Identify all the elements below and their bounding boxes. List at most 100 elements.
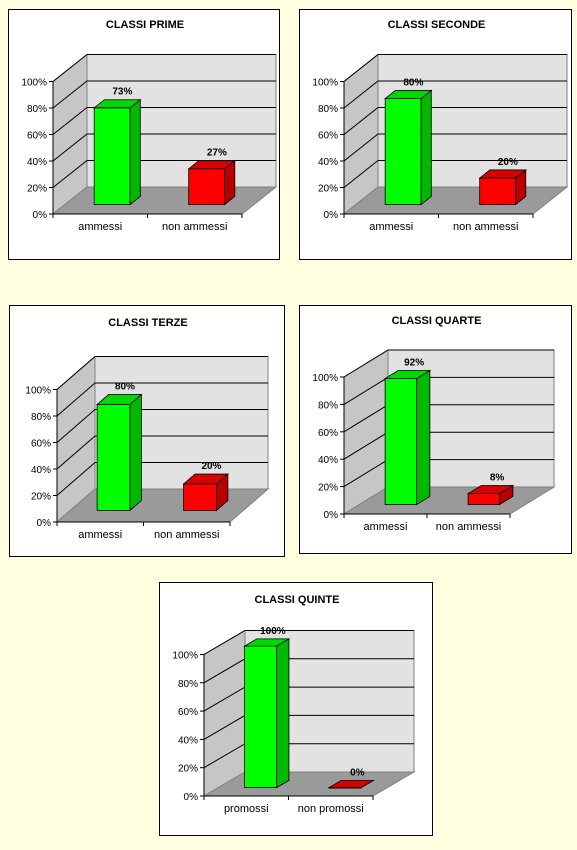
y-tick-label: 0% — [184, 792, 199, 803]
chart-svg-terze: CLASSI TERZE 0% 20% 40% 60% 80% 100% 80% ammessi… — [25, 317, 270, 541]
data-label: 0% — [350, 767, 365, 778]
data-label: 8% — [490, 472, 505, 483]
category-label: non ammessi — [436, 521, 501, 533]
bar-front — [479, 177, 517, 205]
bar-top — [478, 169, 527, 179]
chart-panel-seconde: CLASSI SECONDE 0% 20% 40% 60% 80% 100% 80% ammes… — [299, 9, 572, 260]
y-tick-label: 20% — [318, 483, 338, 494]
category-label: ammessi — [369, 221, 413, 233]
floor — [51, 186, 278, 215]
category-label: ammessi — [78, 221, 122, 233]
gridline — [343, 54, 567, 82]
y-tick-label: 0% — [324, 210, 339, 221]
y-tick-label: 100% — [312, 373, 338, 384]
gridline — [52, 54, 276, 82]
gridline — [56, 435, 268, 470]
y-tick-label: 0% — [37, 518, 52, 529]
y-tick-label: 20% — [31, 492, 51, 503]
bar-top — [243, 638, 291, 647]
y-tick-label: 0% — [324, 510, 339, 521]
y-tick-label: 40% — [318, 455, 338, 466]
gridline — [52, 133, 276, 162]
data-label: 80% — [115, 382, 135, 393]
y-tick-label: 100% — [312, 78, 338, 89]
bar-top — [96, 394, 143, 405]
chart-svg-seconde: CLASSI SECONDE 0% 20% 40% 60% 80% 100% 80% ammes… — [312, 19, 569, 233]
category-label: non ammessi — [162, 221, 227, 233]
data-label: 27% — [207, 148, 227, 159]
gridline — [52, 107, 276, 135]
chart-svg-quarte: CLASSI QUARTE 0% 20% 40% 60% 80% 100% 92% ammess… — [312, 315, 556, 533]
chart-svg-quinte: CLASSI QUINTE 0% 20% 40% 60% 80% 100% 100% promo… — [172, 594, 416, 815]
gridline — [203, 630, 414, 655]
bar-side — [276, 638, 290, 789]
y-tick-label: 20% — [27, 184, 47, 195]
chart-title: CLASSI QUARTE — [392, 315, 482, 327]
chart-panel-terze: CLASSI TERZE 0% 20% 40% 60% 80% 100% 80% ammessi… — [9, 305, 285, 557]
side-wall — [52, 53, 88, 216]
bar-side — [129, 393, 142, 512]
category-label: non ammessi — [453, 221, 518, 233]
y-tick-label: 40% — [31, 465, 51, 476]
gridline — [56, 382, 268, 417]
floor — [55, 488, 270, 523]
chart-svg-prime: CLASSI PRIME 0% 20% 40% 60% 80% 100% 73% ammessi… — [21, 19, 278, 233]
y-tick-label: 60% — [318, 131, 338, 142]
bar-front — [244, 645, 278, 788]
gridline — [343, 349, 554, 378]
y-tick-label: 40% — [27, 157, 47, 168]
bar-front — [188, 168, 226, 205]
y-tick-label: 80% — [178, 679, 198, 690]
bar-side — [416, 369, 431, 506]
category-label: non promossi — [298, 803, 364, 815]
side-wall — [203, 629, 246, 797]
gridline — [343, 80, 567, 109]
y-tick-label: 20% — [178, 764, 198, 775]
bar-front — [96, 404, 131, 511]
y-tick-label: 40% — [318, 157, 338, 168]
floor — [342, 186, 569, 215]
y-tick-label: 100% — [172, 651, 198, 662]
chart-panel-quinte: CLASSI QUINTE 0% 20% 40% 60% 80% 100% 100% promo… — [159, 582, 433, 836]
bar-top — [384, 90, 433, 99]
chart-title: CLASSI SECONDE — [388, 19, 486, 31]
y-tick-label: 60% — [27, 131, 47, 142]
bar-top — [182, 473, 229, 485]
y-tick-label: 20% — [318, 184, 338, 195]
bar-front — [93, 107, 131, 205]
y-tick-label: 80% — [27, 104, 47, 115]
bar-top — [383, 370, 432, 379]
y-tick-label: 80% — [318, 400, 338, 411]
data-label: 20% — [201, 461, 221, 472]
gridline — [56, 409, 268, 443]
chart-panel-quarte: CLASSI QUARTE 0% 20% 40% 60% 80% 100% 92% ammess… — [299, 305, 572, 554]
bar-front — [384, 98, 422, 205]
bar-top — [327, 779, 375, 789]
gridline — [56, 356, 268, 390]
bar-side — [420, 89, 432, 206]
gridline — [56, 462, 268, 496]
category-label: ammessi — [78, 529, 122, 541]
y-tick-label: 80% — [318, 104, 338, 115]
data-label: 92% — [404, 357, 424, 368]
chart-panel-prime: CLASSI PRIME 0% 20% 40% 60% 80% 100% 73% ammessi… — [8, 9, 280, 260]
data-label: 73% — [112, 87, 132, 98]
data-label: 100% — [260, 626, 286, 637]
chart-title: CLASSI TERZE — [108, 317, 187, 329]
data-label: 80% — [403, 77, 423, 88]
bar-front — [384, 378, 418, 505]
bar-top — [93, 99, 142, 109]
gridline — [343, 160, 567, 188]
bar-front — [183, 483, 217, 511]
side-wall — [343, 349, 389, 515]
category-label: non ammessi — [154, 529, 219, 541]
bar-side — [129, 98, 141, 206]
y-tick-label: 80% — [31, 412, 51, 423]
y-tick-label: 60% — [178, 707, 198, 718]
chart-title: CLASSI PRIME — [106, 19, 184, 31]
chart-title: CLASSI QUINTE — [255, 594, 340, 606]
bar-top — [466, 485, 515, 494]
y-tick-label: 60% — [318, 428, 338, 439]
category-label: promossi — [224, 803, 269, 815]
gridline — [343, 107, 567, 135]
